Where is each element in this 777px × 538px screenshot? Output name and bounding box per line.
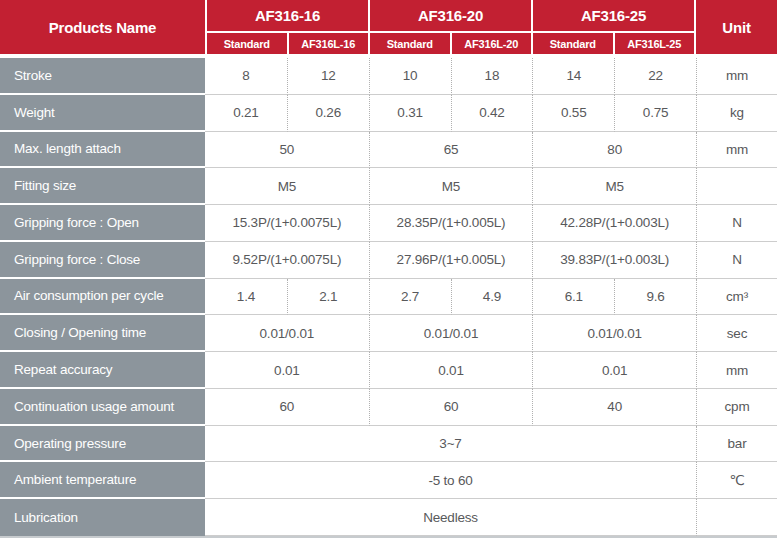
spec-value: 0.42	[451, 95, 533, 132]
spec-value: 14	[532, 58, 614, 95]
table-row-weight: Weight 0.21 0.26 0.31 0.42 0.55 0.75 kg	[0, 95, 777, 132]
spec-value: 80	[532, 132, 696, 169]
unit-value: kg	[696, 95, 777, 132]
unit-value: ℃	[696, 462, 777, 499]
table-row-continuation-usage: Continuation usage amount 60 60 40 cpm	[0, 389, 777, 426]
spec-value: 15.3P/(1+0.0075L)	[205, 205, 369, 242]
row-label: Lubrication	[0, 499, 205, 536]
spec-value: 0.01/0.01	[532, 315, 696, 352]
spec-value: 0.31	[369, 95, 451, 132]
spec-value: 9.52P/(1+0.0075L)	[205, 242, 369, 279]
spec-value: 2.1	[287, 279, 369, 316]
table-body: Stroke 8 12 10 18 14 22 mm Weight 0.21 0…	[0, 58, 777, 538]
spec-value: 10	[369, 58, 451, 95]
spec-value: Needless	[205, 499, 696, 536]
table-row-repeat-accuracy: Repeat accuracy 0.01 0.01 0.01 mm	[0, 352, 777, 389]
unit-value: N	[696, 242, 777, 279]
table-row-max-length-attach: Max. length attach 50 65 80 mm	[0, 132, 777, 169]
row-label: Air consumption per cycle	[0, 279, 205, 316]
group-header-af316-25: AF316-25	[533, 0, 694, 31]
spec-value: 2.7	[369, 279, 451, 316]
subheader-standard-25: Standard	[533, 33, 613, 54]
unit-value: N	[696, 205, 777, 242]
spec-value: 12	[287, 58, 369, 95]
table-row-fitting-size: Fitting size M5 M5 M5	[0, 168, 777, 205]
row-label: Repeat accuracy	[0, 352, 205, 389]
table-row-lubrication: Lubrication Needless	[0, 499, 777, 536]
unit-value: cpm	[696, 389, 777, 426]
table-row-stroke: Stroke 8 12 10 18 14 22 mm	[0, 58, 777, 95]
group-header-af316-20: AF316-20	[370, 0, 531, 31]
group-header-af316-16: AF316-16	[207, 0, 368, 31]
spec-value: 8	[205, 58, 287, 95]
spec-value: 60	[369, 389, 533, 426]
subheader-af316l-20: AF316L-20	[452, 33, 532, 54]
unit-header: Unit	[696, 0, 777, 54]
table-row-gripping-force-open: Gripping force : Open 15.3P/(1+0.0075L) …	[0, 205, 777, 242]
table-row-operating-pressure: Operating pressure 3~7 bar	[0, 426, 777, 463]
product-spec-table: Products Name AF316-16 AF316-20 AF316-25…	[0, 0, 777, 538]
spec-value: 39.83P/(1+0.003L)	[532, 242, 696, 279]
unit-value: sec	[696, 315, 777, 352]
row-label: Weight	[0, 95, 205, 132]
row-label: Gripping force : Close	[0, 242, 205, 279]
spec-value: 0.21	[205, 95, 287, 132]
spec-value: M5	[205, 168, 369, 205]
spec-value: M5	[369, 168, 533, 205]
subheader-standard-20: Standard	[370, 33, 450, 54]
spec-value: M5	[532, 168, 696, 205]
table-row-ambient-temperature: Ambient temperature -5 to 60 ℃	[0, 462, 777, 499]
table-row-gripping-force-close: Gripping force : Close 9.52P/(1+0.0075L)…	[0, 242, 777, 279]
spec-value: 3~7	[205, 426, 696, 463]
table-row-closing-opening-time: Closing / Opening time 0.01/0.01 0.01/0.…	[0, 315, 777, 352]
spec-value: 6.1	[532, 279, 614, 316]
subheader-af316l-25: AF316L-25	[615, 33, 695, 54]
spec-value: -5 to 60	[205, 462, 696, 499]
spec-value: 40	[532, 389, 696, 426]
spec-value: 1.4	[205, 279, 287, 316]
spec-value: 65	[369, 132, 533, 169]
row-label: Max. length attach	[0, 132, 205, 169]
spec-value: 0.75	[614, 95, 696, 132]
unit-value: mm	[696, 352, 777, 389]
subheader-af316l-16: AF316L-16	[289, 33, 369, 54]
row-label: Gripping force : Open	[0, 205, 205, 242]
spec-value: 50	[205, 132, 369, 169]
spec-value: 0.55	[532, 95, 614, 132]
spec-value: 0.01/0.01	[369, 315, 533, 352]
subheader-standard-16: Standard	[207, 33, 287, 54]
row-label: Ambient temperature	[0, 462, 205, 499]
spec-value: 0.26	[287, 95, 369, 132]
spec-value: 0.01/0.01	[205, 315, 369, 352]
spec-value: 0.01	[369, 352, 533, 389]
table-header: Products Name AF316-16 AF316-20 AF316-25…	[0, 0, 777, 56]
spec-value: 42.28P/(1+0.003L)	[532, 205, 696, 242]
unit-value: mm	[696, 58, 777, 95]
spec-value: 0.01	[532, 352, 696, 389]
table-row-air-consumption: Air consumption per cycle 1.4 2.1 2.7 4.…	[0, 279, 777, 316]
row-label: Operating pressure	[0, 426, 205, 463]
spec-value: 27.96P/(1+0.005L)	[369, 242, 533, 279]
row-label: Stroke	[0, 58, 205, 95]
unit-value: bar	[696, 426, 777, 463]
row-label: Fitting size	[0, 168, 205, 205]
spec-value: 4.9	[451, 279, 533, 316]
spec-value: 22	[614, 58, 696, 95]
spec-value: 9.6	[614, 279, 696, 316]
unit-value: mm	[696, 132, 777, 169]
row-label: Continuation usage amount	[0, 389, 205, 426]
spec-value: 0.01	[205, 352, 369, 389]
unit-value: cm³	[696, 279, 777, 316]
unit-value	[696, 499, 777, 536]
row-label: Closing / Opening time	[0, 315, 205, 352]
spec-value: 28.35P/(1+0.005L)	[369, 205, 533, 242]
spec-value: 18	[451, 58, 533, 95]
unit-value	[696, 168, 777, 205]
products-name-header: Products Name	[0, 0, 205, 54]
spec-value: 60	[205, 389, 369, 426]
